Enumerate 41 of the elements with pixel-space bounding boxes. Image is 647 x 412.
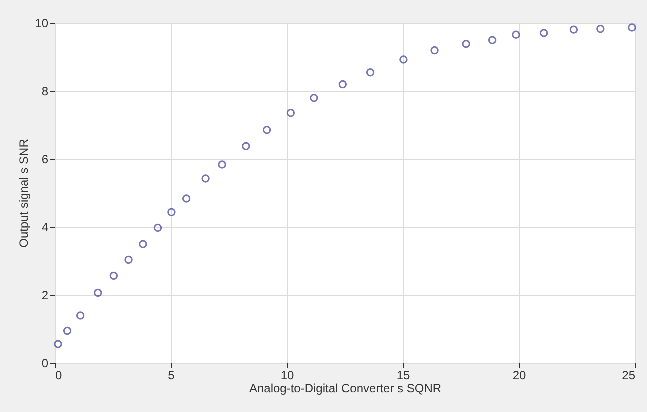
point: [286, 109, 296, 118]
point: [139, 240, 148, 248]
point: [488, 36, 497, 44]
point: [400, 56, 408, 64]
y-tick-label: 8: [42, 84, 49, 98]
point: [63, 326, 72, 336]
point: [202, 174, 210, 183]
x-tick-label: 10: [280, 368, 294, 382]
point: [628, 24, 636, 32]
point: [168, 208, 176, 216]
point: [430, 46, 439, 55]
y-axis-title: Output signal s SNR: [17, 138, 32, 248]
point: [76, 312, 85, 320]
point: [94, 288, 102, 298]
point: [154, 224, 162, 232]
point: [596, 25, 605, 34]
y-tick-label: 4: [42, 220, 49, 234]
point: [54, 340, 62, 348]
x-tick-label: 15: [396, 368, 410, 382]
y-tick-label: 0: [42, 356, 49, 370]
point: [124, 256, 133, 264]
point: [110, 272, 118, 280]
x-tick-label: 5: [168, 368, 176, 382]
y-tick-label: 10: [35, 16, 49, 30]
point: [182, 194, 191, 203]
point: [540, 29, 548, 38]
x-tick-label: 0: [56, 368, 62, 382]
point: [310, 94, 318, 102]
point: [366, 68, 375, 77]
point: [512, 30, 520, 39]
point: [262, 126, 272, 134]
x-tick-label: 25: [622, 368, 636, 382]
point: [242, 142, 250, 151]
y-tick-label: 2: [42, 288, 49, 302]
point: [218, 160, 226, 169]
x-axis-title: Analog-to-Digital Converter s SQNR: [249, 382, 442, 396]
point: [338, 80, 348, 89]
point: [462, 40, 470, 48]
y-tick-label: 6: [42, 152, 49, 166]
x-tick-label: 20: [512, 368, 526, 382]
point: [570, 26, 578, 34]
